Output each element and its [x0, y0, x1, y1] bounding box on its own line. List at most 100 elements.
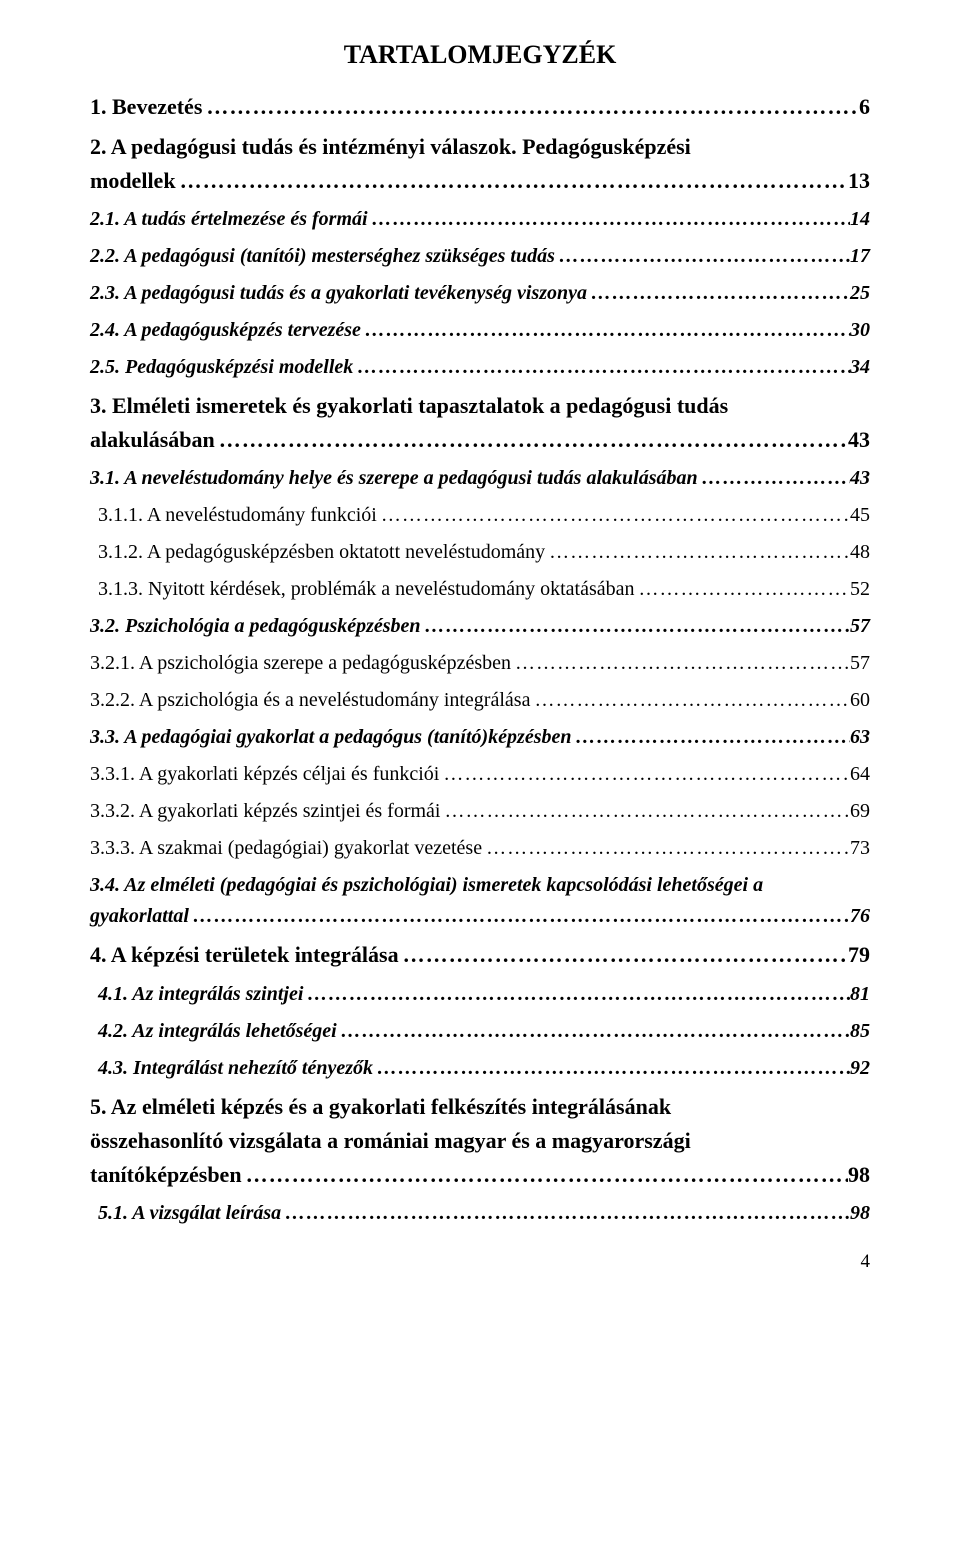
- toc-entry: 1. Bevezetés……………………………………………………………………………: [90, 90, 870, 124]
- toc-leader: ……………………………………………………………………………………………………………: [337, 1016, 850, 1047]
- toc-entry-page: 69: [850, 796, 870, 827]
- toc-entry-label: 2.2. A pedagógusi (tanítói) mesterséghez…: [90, 241, 555, 272]
- toc-entry-lastline: gyakorlattal……………………………………………………………………………: [90, 901, 870, 932]
- toc-entry: 4. A képzési területek integrálása…………………: [90, 938, 870, 972]
- toc-entry-label: 4.3. Integrálást nehezítő tényezők: [98, 1053, 373, 1084]
- toc-leader: ……………………………………………………………………………………………………………: [511, 648, 850, 679]
- toc-leader: ……………………………………………………………………………………………………………: [303, 979, 850, 1010]
- toc-entry: 4.3. Integrálást nehezítő tényezők…………………: [90, 1053, 870, 1084]
- toc-leader: ……………………………………………………………………………………………………………: [698, 463, 850, 494]
- toc-entry-page: 45: [850, 500, 870, 531]
- toc-entry-page: 79: [848, 938, 870, 972]
- toc-entry: 3.2.2. A pszichológia és a neveléstudomá…: [90, 685, 870, 716]
- toc-entry-lastline: tanítóképzésben……………………………………………………………………: [90, 1158, 870, 1192]
- toc-leader: ……………………………………………………………………………………………………………: [202, 90, 859, 124]
- toc-entry-page: 43: [850, 463, 870, 494]
- toc-leader: ……………………………………………………………………………………………………………: [361, 315, 850, 346]
- toc-leader: ……………………………………………………………………………………………………………: [482, 833, 850, 864]
- toc-leader: ……………………………………………………………………………………………………………: [440, 796, 850, 827]
- toc-entry-label: 2.1. A tudás értelmezése és formái: [90, 204, 368, 235]
- toc-leader: ……………………………………………………………………………………………………………: [530, 685, 850, 716]
- toc-entry-label: tanítóképzésben: [90, 1158, 242, 1192]
- toc-entry: 2. A pedagógusi tudás és intézményi vála…: [90, 130, 870, 198]
- toc-entry-label: 1. Bevezetés: [90, 90, 202, 124]
- toc-entry: 2.2. A pedagógusi (tanítói) mesterséghez…: [90, 241, 870, 272]
- toc-entry-page: 52: [850, 574, 870, 605]
- toc-entry-text: 2. A pedagógusi tudás és intézményi vála…: [90, 130, 870, 164]
- toc-entry-label: 3.3. A pedagógiai gyakorlat a pedagógus …: [90, 722, 571, 753]
- toc-entry-text: 3. Elméleti ismeretek és gyakorlati tapa…: [90, 389, 870, 423]
- toc-entry-page: 13: [848, 164, 870, 198]
- toc-container: 1. Bevezetés……………………………………………………………………………: [90, 90, 870, 1229]
- toc-entry-label: 3.3.2. A gyakorlati képzés szintjei és f…: [90, 796, 440, 827]
- toc-entry-page: 43: [848, 423, 870, 457]
- toc-entry-label: 3.1.1. A neveléstudomány funkciói: [98, 500, 377, 531]
- toc-leader: ……………………………………………………………………………………………………………: [242, 1158, 848, 1192]
- toc-entry-page: 34: [850, 352, 870, 383]
- toc-entry-page: 92: [850, 1053, 870, 1084]
- page-number: 4: [90, 1251, 870, 1273]
- toc-entry-page: 98: [850, 1198, 870, 1229]
- toc-entry: 2.4. A pedagógusképzés tervezése………………………: [90, 315, 870, 346]
- toc-entry: 2.5. Pedagógusképzési modellek……………………………: [90, 352, 870, 383]
- toc-entry: 3.1. A neveléstudomány helye és szerepe …: [90, 463, 870, 494]
- toc-entry: 2.3. A pedagógusi tudás és a gyakorlati …: [90, 278, 870, 309]
- toc-leader: ……………………………………………………………………………………………………………: [439, 759, 850, 790]
- toc-entry-label: 3.1. A neveléstudomány helye és szerepe …: [90, 463, 698, 494]
- toc-leader: ……………………………………………………………………………………………………………: [281, 1198, 850, 1229]
- toc-entry: 3.3.1. A gyakorlati képzés céljai és fun…: [90, 759, 870, 790]
- toc-entry-page: 73: [850, 833, 870, 864]
- toc-entry-page: 64: [850, 759, 870, 790]
- toc-leader: ……………………………………………………………………………………………………………: [215, 423, 848, 457]
- toc-entry-text: 5. Az elméleti képzés és a gyakorlati fe…: [90, 1090, 870, 1124]
- toc-entry: 3.1.3. Nyitott kérdések, problémák a nev…: [90, 574, 870, 605]
- toc-entry-text: 3.4. Az elméleti (pedagógiai és pszichol…: [90, 870, 870, 901]
- toc-entry-page: 60: [850, 685, 870, 716]
- toc-entry: 3. Elméleti ismeretek és gyakorlati tapa…: [90, 389, 870, 457]
- toc-entry-lastline: alakulásában……………………………………………………………………………: [90, 423, 870, 457]
- toc-entry-label: gyakorlattal: [90, 901, 189, 932]
- toc-entry-page: 81: [850, 979, 870, 1010]
- toc-leader: ……………………………………………………………………………………………………………: [377, 500, 850, 531]
- toc-leader: ……………………………………………………………………………………………………………: [587, 278, 850, 309]
- toc-leader: ……………………………………………………………………………………………………………: [545, 537, 850, 568]
- toc-entry-label: 4. A képzési területek integrálása: [90, 938, 399, 972]
- toc-entry: 3.2.1. A pszichológia szerepe a pedagógu…: [90, 648, 870, 679]
- toc-entry: 3.1.1. A neveléstudomány funkciói……………………: [90, 500, 870, 531]
- toc-entry-label: 3.1.2. A pedagógusképzésben oktatott nev…: [98, 537, 545, 568]
- toc-entry-page: 30: [850, 315, 870, 346]
- toc-entry-label: 3.2. Pszichológia a pedagógusképzésben: [90, 611, 421, 642]
- toc-entry: 3.1.2. A pedagógusképzésben oktatott nev…: [90, 537, 870, 568]
- toc-entry: 4.2. Az integrálás lehetőségei……………………………: [90, 1016, 870, 1047]
- toc-entry-label: 4.1. Az integrálás szintjei: [98, 979, 303, 1010]
- toc-entry-page: 25: [850, 278, 870, 309]
- toc-entry-page: 98: [848, 1158, 870, 1192]
- toc-entry-page: 63: [850, 722, 870, 753]
- toc-entry-page: 14: [850, 204, 870, 235]
- toc-entry: 5.1. A vizsgálat leírása……………………………………………: [90, 1198, 870, 1229]
- toc-entry: 3.2. Pszichológia a pedagógusképzésben………: [90, 611, 870, 642]
- toc-entry-page: 85: [850, 1016, 870, 1047]
- toc-entry-page: 48: [850, 537, 870, 568]
- toc-entry: 3.4. Az elméleti (pedagógiai és pszichol…: [90, 870, 870, 932]
- toc-leader: ……………………………………………………………………………………………………………: [176, 164, 848, 198]
- toc-leader: ……………………………………………………………………………………………………………: [399, 938, 848, 972]
- toc-leader: ……………………………………………………………………………………………………………: [571, 722, 850, 753]
- toc-entry-label: 2.5. Pedagógusképzési modellek: [90, 352, 353, 383]
- toc-leader: ……………………………………………………………………………………………………………: [189, 901, 850, 932]
- toc-entry: 5. Az elméleti képzés és a gyakorlati fe…: [90, 1090, 870, 1192]
- toc-entry: 3.3.3. A szakmai (pedagógiai) gyakorlat …: [90, 833, 870, 864]
- toc-entry-text: összehasonlító vizsgálata a romániai mag…: [90, 1124, 870, 1158]
- toc-entry-label: 2.3. A pedagógusi tudás és a gyakorlati …: [90, 278, 587, 309]
- toc-entry-label: 5.1. A vizsgálat leírása: [98, 1198, 281, 1229]
- toc-entry-page: 17: [850, 241, 870, 272]
- toc-entry-lastline: modellek………………………………………………………………………………………: [90, 164, 870, 198]
- toc-entry-page: 57: [850, 611, 870, 642]
- toc-leader: ……………………………………………………………………………………………………………: [368, 204, 850, 235]
- toc-leader: ……………………………………………………………………………………………………………: [353, 352, 850, 383]
- toc-entry-page: 76: [850, 901, 870, 932]
- page-title: TARTALOMJEGYZÉK: [90, 40, 870, 70]
- toc-entry-label: 4.2. Az integrálás lehetőségei: [98, 1016, 337, 1047]
- toc-entry-page: 6: [859, 90, 870, 124]
- toc-leader: ……………………………………………………………………………………………………………: [373, 1053, 850, 1084]
